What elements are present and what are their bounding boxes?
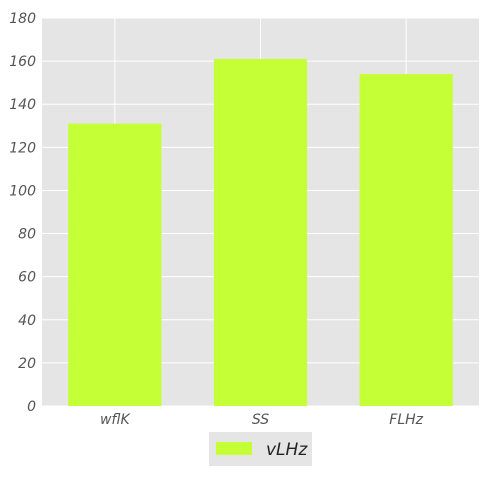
y-tick-label: 140 bbox=[9, 97, 36, 113]
y-tick-label: 40 bbox=[18, 313, 36, 329]
legend-swatch bbox=[216, 442, 252, 455]
legend-label: vLHz bbox=[266, 440, 308, 460]
y-tick-label: 100 bbox=[9, 183, 36, 199]
legend: vLHz bbox=[209, 432, 312, 466]
bars bbox=[68, 58, 453, 407]
y-tick-label: 80 bbox=[18, 227, 36, 243]
y-tick-label: 20 bbox=[18, 356, 36, 372]
y-tick-label: 180 bbox=[9, 11, 36, 27]
bar-wflK bbox=[68, 123, 162, 406]
bar-FLHz bbox=[359, 74, 453, 407]
x-tick-label: FLHz bbox=[389, 412, 423, 428]
y-axis-ticks: 0 20 40 60 80 100 120 140 160 180 bbox=[9, 11, 36, 415]
y-tick-label: 60 bbox=[18, 270, 36, 286]
x-axis-ticks: wflK SS FLHz bbox=[100, 412, 424, 428]
x-tick-label: SS bbox=[252, 412, 269, 428]
y-tick-label: 0 bbox=[27, 399, 36, 415]
bar-SS bbox=[213, 58, 308, 406]
x-tick-label: wflK bbox=[100, 412, 131, 428]
y-tick-label: 120 bbox=[9, 140, 36, 156]
y-tick-label: 160 bbox=[9, 54, 36, 70]
